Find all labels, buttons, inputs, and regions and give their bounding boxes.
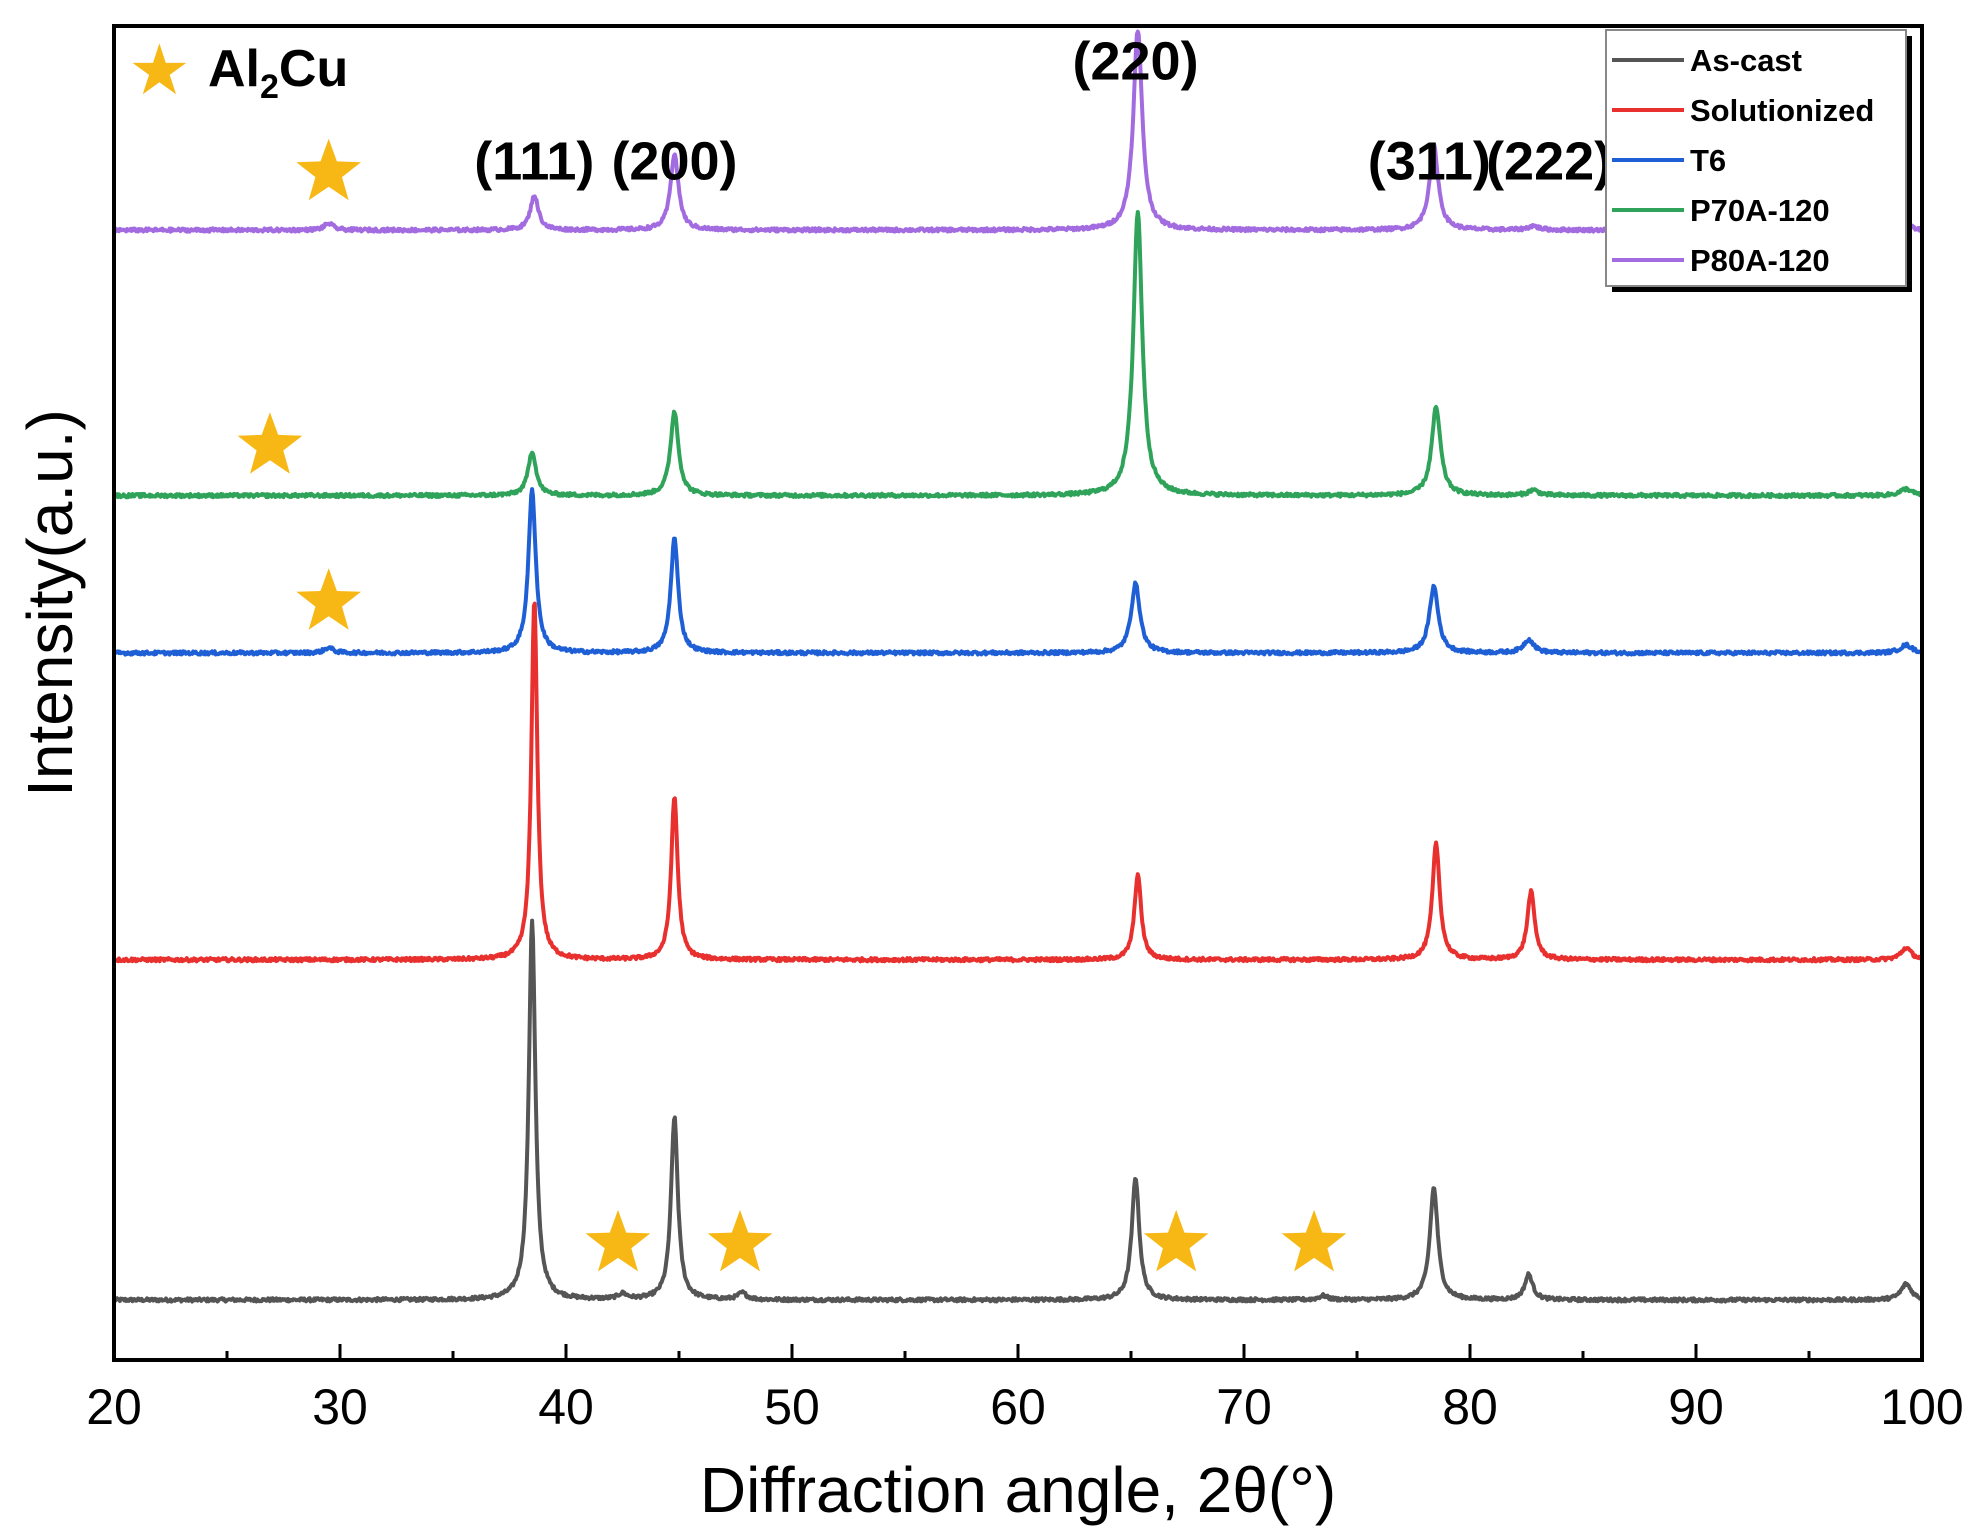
series-legend: As-cast Solutionized T6 P70A-120 P80A-120	[1605, 29, 1912, 292]
x-tick-label: 70	[1216, 1379, 1272, 1435]
phase-legend-star-icon: ★	[128, 29, 191, 111]
legend-label: T6	[1690, 143, 1726, 178]
x-axis-title: Diffraction angle, 2θ(°)	[700, 1454, 1336, 1526]
al2cu-star-icon	[585, 1209, 651, 1272]
x-tick-label: 40	[538, 1379, 594, 1435]
al2cu-star-icon	[296, 138, 361, 201]
series-line-p70a-120	[113, 210, 1923, 500]
series-line-t6	[113, 487, 1922, 657]
legend-label: Solutionized	[1690, 93, 1874, 128]
phase-legend: ★ Al2Cu	[128, 29, 348, 111]
peak-label: (200)	[611, 131, 737, 191]
al2cu-star-icon	[296, 568, 361, 630]
x-tick-label: 90	[1668, 1379, 1724, 1435]
series-line-as-cast	[112, 918, 1923, 1304]
peak-labels: (111) (200) (220) (311)(222)	[474, 31, 1612, 191]
legend-label: P80A-120	[1690, 243, 1830, 278]
phase-label-subscript: 2	[260, 68, 279, 106]
series-line-solutionized	[112, 601, 1923, 964]
star-markers	[237, 138, 1347, 1272]
al2cu-star-icon	[707, 1209, 773, 1272]
peak-label: (222)	[1486, 131, 1612, 191]
x-tick-label: 30	[312, 1379, 368, 1435]
peak-label: (220)	[1072, 31, 1198, 91]
legend-entries: As-cast Solutionized T6 P70A-120 P80A-120	[1612, 43, 1874, 278]
al2cu-star-icon	[237, 412, 303, 474]
al2cu-star-icon	[1281, 1209, 1347, 1272]
x-tick-label: 100	[1880, 1379, 1963, 1435]
peak-label: (111)	[474, 131, 594, 191]
axes: 20 30 40 50 60 70 80 90 100	[86, 24, 1964, 1435]
x-tick-label: 80	[1442, 1379, 1498, 1435]
y-axis-title: Intensity(a.u.)	[14, 409, 86, 797]
phase-label-suffix: Cu	[279, 40, 348, 98]
phase-label-main: Al	[208, 40, 260, 98]
x-tick-label: 50	[764, 1379, 820, 1435]
x-tick-label: 60	[990, 1379, 1046, 1435]
phase-legend-label: Al2Cu	[208, 40, 348, 106]
legend-label: As-cast	[1690, 43, 1802, 78]
x-ticks: 20 30 40 50 60 70 80 90 100	[86, 1344, 1964, 1435]
series-layer	[112, 29, 1923, 1304]
al2cu-star-icon	[1143, 1209, 1209, 1272]
peak-label: (311)	[1368, 131, 1491, 191]
legend-label: P70A-120	[1690, 193, 1830, 228]
x-tick-label: 20	[86, 1379, 142, 1435]
